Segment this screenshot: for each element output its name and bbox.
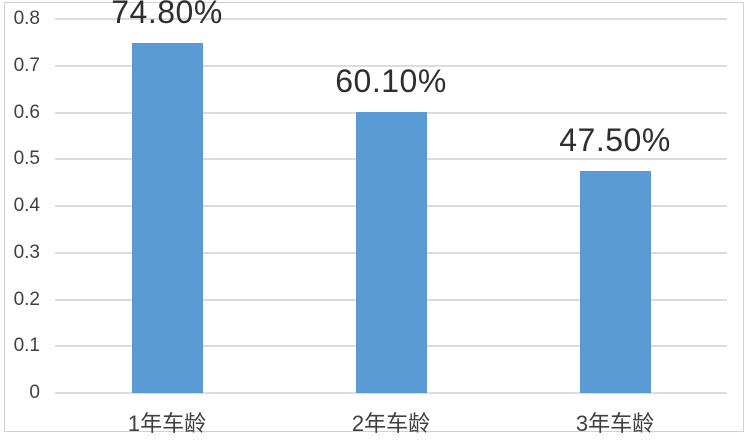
y-tick-label: 0.7 [13,54,40,76]
gridline [55,18,727,20]
y-tick-label: 0.3 [13,241,40,263]
y-tick-label: 0.1 [13,335,40,357]
bar-value-label: 60.10% [335,63,447,100]
plot-area: 74.80% 1年车龄 60.10% 2年车龄 47.50% 3年车龄 [55,0,727,436]
y-tick-label: 0.4 [13,195,40,216]
bar-value-label: 47.50% [559,121,671,158]
gridline [55,392,727,394]
y-tick-label: 0 [29,382,40,403]
y-axis: 0.8 0.7 0.6 0.5 0.4 0.3 0.2 0.1 0 [6,0,40,441]
bar-2 [355,112,427,393]
bar-value-label: 74.80% [111,0,223,31]
y-tick-label: 0.2 [13,288,40,310]
gridline [55,64,727,67]
category-label: 3年车龄 [575,411,655,436]
bar-3 [579,170,651,393]
y-tick-label: 0.6 [13,101,40,123]
y-tick-label: 0.8 [13,8,40,29]
y-tick-label: 0.5 [13,148,40,170]
bar-1 [131,43,203,393]
category-label: 2年车龄 [351,411,431,436]
category-label: 1年车龄 [127,411,207,436]
